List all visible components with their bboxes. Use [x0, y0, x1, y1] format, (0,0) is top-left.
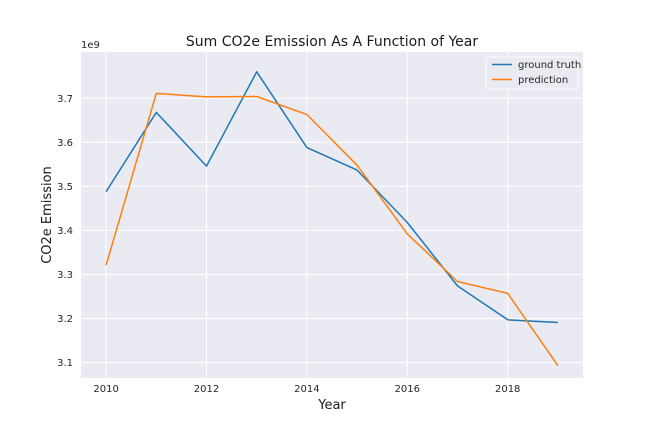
y-tick-label: 3.4 [57, 226, 73, 237]
y-tick-label: 3.5 [57, 182, 73, 193]
y-axis-label: CO2e Emission [40, 166, 55, 264]
x-tick-label: 2012 [194, 384, 219, 395]
x-axis-label: Year [317, 398, 346, 413]
legend: ground truth prediction [485, 56, 581, 90]
x-tick-label: 2018 [495, 384, 520, 395]
series-line-prediction [105, 92, 559, 367]
plot-area [81, 52, 583, 378]
y-tick-labels: 3.1 3.2 3.3 3.4 3.5 3.6 3.7 [57, 94, 73, 369]
y-tick-label: 3.2 [57, 314, 73, 325]
x-tick-label: 2016 [395, 384, 420, 395]
y-tick-label: 3.1 [57, 358, 73, 369]
y-tick-label: 3.7 [57, 94, 73, 105]
x-tick-label: 2014 [294, 384, 319, 395]
x-tick-label: 2010 [93, 384, 118, 395]
legend-label-ground-truth: ground truth [518, 60, 581, 71]
series-lines [105, 71, 559, 367]
y-tick-label: 3.6 [57, 138, 73, 149]
y-offset-label: 1e9 [81, 40, 100, 51]
chart-title: Sum CO2e Emission As A Function of Year [186, 34, 479, 50]
legend-label-prediction: prediction [518, 75, 568, 86]
x-tick-labels: 2010 2012 2014 2016 2018 [93, 384, 520, 395]
grid-lines [81, 52, 583, 378]
y-tick-label: 3.3 [57, 270, 73, 281]
series-line-ground-truth [105, 71, 558, 324]
